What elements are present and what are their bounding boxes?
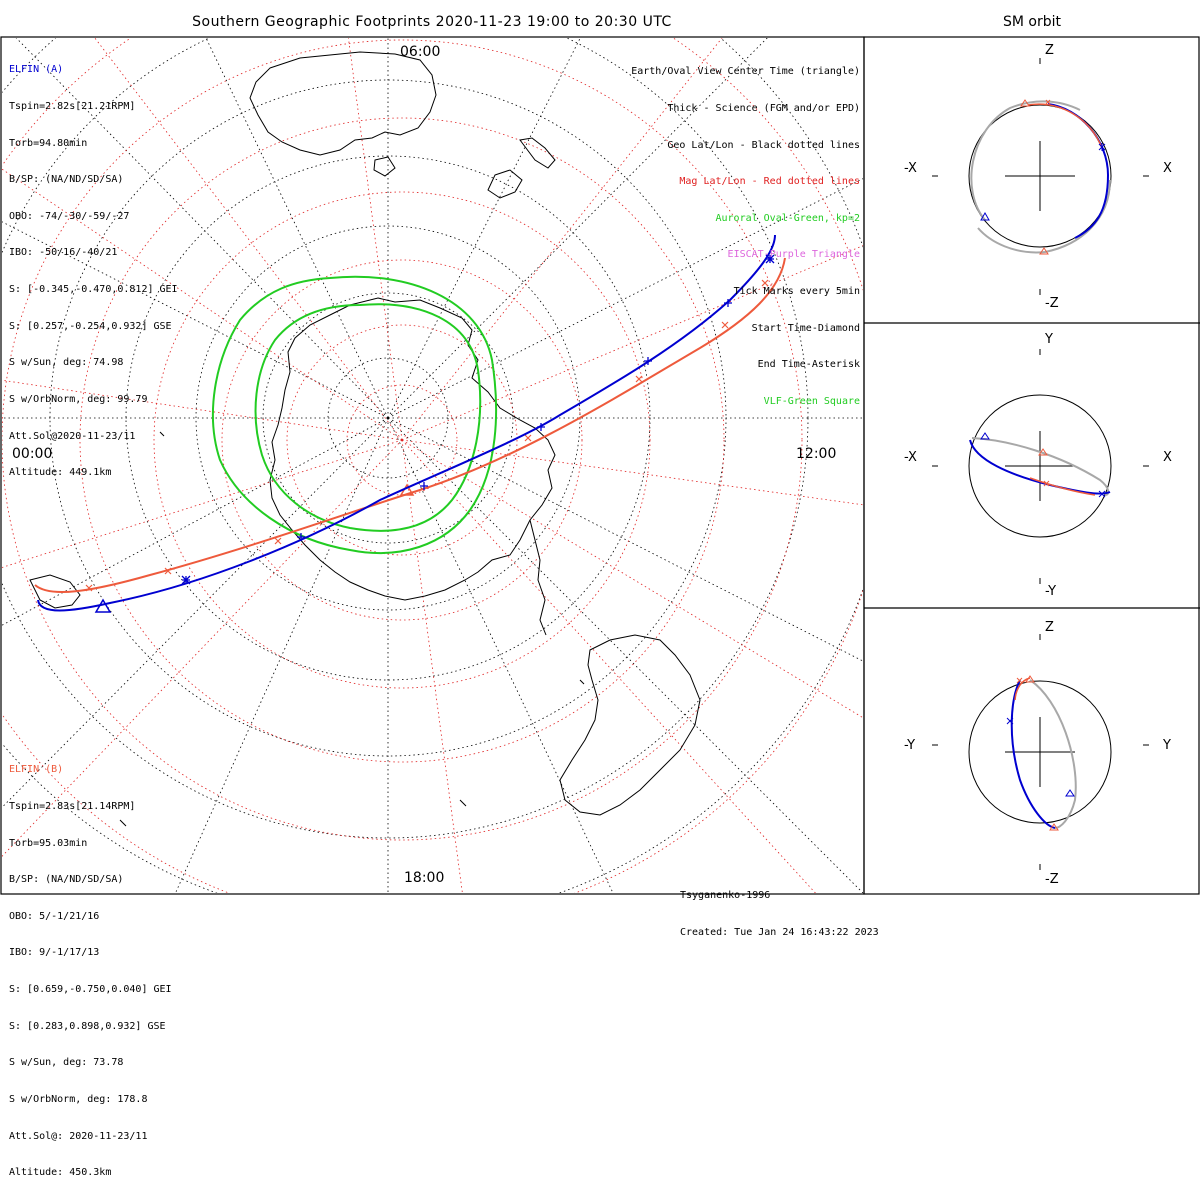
elfin-a-line: S: [-0.345,-0.470,0.812] GEI: [9, 284, 178, 296]
oval-outer: [211, 275, 498, 554]
mag-grid: [2, 38, 863, 893]
sm3-top: Z: [1045, 620, 1054, 635]
coastlines: [29, 51, 701, 827]
sm-panel-1: [932, 58, 1149, 295]
legend-start: Start Time-Diamond: [751, 322, 860, 334]
africa-tip: [29, 574, 81, 609]
elfin-a-line: S: [0.257,-0.254,0.932] GSE: [9, 320, 172, 332]
legend-ticks: Tick Marks every 5min: [733, 286, 860, 298]
elfin-b-line: S w/OrbNorm, deg: 178.8: [9, 1093, 148, 1105]
hour-label-top: 06:00: [400, 44, 441, 60]
elfin-b-line: S: [0.283,0.898,0.932] GSE: [9, 1020, 166, 1032]
elfin-a-line: Tspin=2.82s[21.21RPM]: [9, 101, 136, 113]
map-legend: Earth/Oval View Center Time (triangle) T…: [631, 42, 860, 420]
elfin-b-line: IBO: 9/-1/17/13: [9, 947, 100, 959]
south-america-coast: [559, 634, 701, 816]
hour-label-right: 12:00: [796, 446, 837, 462]
antarctica-coast: [269, 297, 556, 601]
sm2-top: Y: [1045, 332, 1053, 347]
elfin-a-track: [37, 234, 776, 613]
sm3-bottom: -Z: [1045, 872, 1059, 887]
antarctic-peninsula: [529, 519, 547, 636]
elfin-a-line: S w/Sun, deg: 74.98: [9, 357, 124, 369]
elfin-a-line: Torb=94.80min: [9, 137, 88, 149]
elfin-a-line: Att.Sol@2020-11-23/11: [9, 430, 136, 442]
elfin-b-info: ELFIN (B) Tspin=2.83s[21.14RPM] Torb=95.…: [9, 740, 172, 1192]
sm1-left: -X: [904, 161, 917, 176]
sm1-right: X: [1163, 161, 1172, 176]
sm1-bottom: -Z: [1045, 296, 1059, 311]
legend-end: End Time-Asterisk: [757, 359, 860, 371]
elfin-b-line: Tspin=2.83s[21.14RPM]: [9, 801, 136, 813]
created-date: Created: Tue Jan 24 16:43:22 2023: [680, 927, 879, 939]
oval-inner: [254, 303, 482, 532]
model-name: Tsyganenko-1996: [680, 890, 771, 902]
australia-coast: [249, 51, 437, 156]
sm1-top: Z: [1045, 43, 1054, 58]
sm2-right: X: [1163, 450, 1172, 465]
elfin-a-line: S w/OrbNorm, deg: 99.79: [9, 393, 148, 405]
elfin-b-line: Altitude: 450.3km: [9, 1167, 112, 1179]
legend-geo: Geo Lat/Lon - Black dotted lines: [667, 139, 860, 151]
sm-orbit-title: SM orbit: [1002, 14, 1061, 30]
sm3-right: Y: [1163, 738, 1171, 753]
footprint-map: [0, 36, 1200, 895]
hour-label-left: 00:00: [12, 446, 53, 462]
elfin-b-name: ELFIN (B): [9, 764, 64, 776]
elfin-a-info: ELFIN (A) Tspin=2.82s[21.21RPM] Torb=94.…: [9, 40, 178, 492]
geo-grid: [2, 38, 863, 893]
elfin-b-track: [34, 257, 786, 593]
elfin-b-line: S: [0.659,-0.750,0.040] GEI: [9, 984, 172, 996]
elfin-b-line: OBO: 5/-1/21/16: [9, 910, 100, 922]
sm-panel-2: [932, 349, 1149, 584]
elfin-b-line: Att.Sol@: 2020-11-23/11: [9, 1130, 148, 1142]
sm3-left: -Y: [904, 738, 916, 753]
elfin-b-line: B/SP: (NA/ND/SD/SA): [9, 874, 124, 886]
sm2-bottom: -Y: [1045, 584, 1057, 599]
map-title: Southern Geographic Footprints 2020-11-2…: [192, 14, 672, 30]
legend-mag: Mag Lat/Lon - Red dotted lines: [679, 176, 860, 188]
legend-eiscat: EISCAT-Purple Triangle: [727, 249, 860, 261]
new-zealand-north: [519, 137, 556, 169]
legend-thick: Thick - Science (FGM and/or EPD): [667, 103, 860, 115]
legend-vlf: VLF-Green Square: [763, 395, 860, 407]
elfin-b-line: S w/Sun, deg: 73.78: [9, 1057, 124, 1069]
legend-oval: Auroral Oval-Green, kp=2: [715, 212, 861, 224]
legend-earth-oval: Earth/Oval View Center Time (triangle): [631, 66, 860, 78]
hour-label-bottom: 18:00: [404, 870, 445, 886]
elfin-b-line: Torb=95.03min: [9, 837, 88, 849]
elfin-a-line: Altitude: 449.1km: [9, 467, 112, 479]
islands: [119, 431, 585, 827]
elfin-a-line: OBO: -74/-30/-59/-27: [9, 210, 130, 222]
tasmania: [373, 156, 396, 177]
sm-panel-3: [932, 634, 1149, 870]
credits: Tsyganenko-1996 Created: Tue Jan 24 16:4…: [680, 866, 879, 951]
auroral-oval: [211, 275, 498, 554]
elfin-a-name: ELFIN (A): [9, 64, 64, 76]
new-zealand-south: [487, 169, 523, 199]
sm2-left: -X: [904, 450, 917, 465]
sm-frame: [863, 36, 1200, 895]
elfin-a-line: IBO: -50/16/-40/21: [9, 247, 118, 259]
elfin-a-line: B/SP: (NA/ND/SD/SA): [9, 174, 124, 186]
